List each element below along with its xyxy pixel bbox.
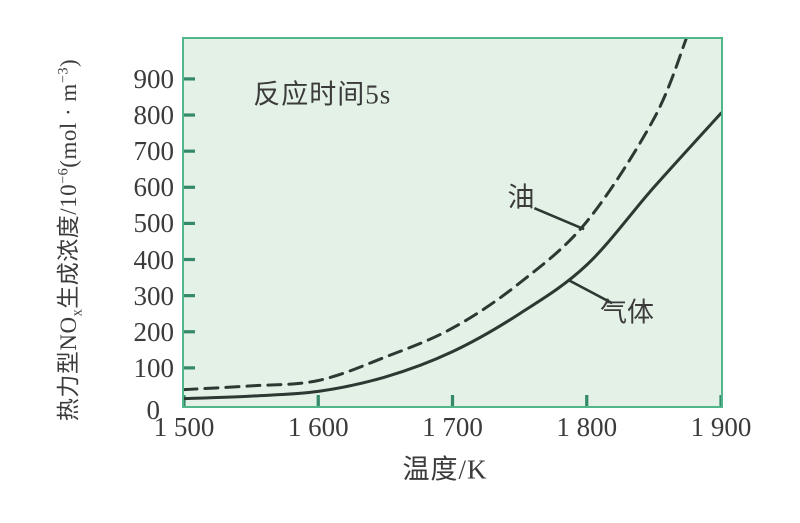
y-axis-title-segment: x	[69, 308, 86, 317]
y-axis-title-segment: 生成浓度/10	[55, 183, 81, 309]
chart-svg	[184, 39, 721, 406]
x-tick-label: 1 600	[287, 412, 349, 442]
y-tick-label: 400	[133, 244, 175, 275]
y-tick-label: 900	[133, 63, 175, 94]
gas-leader-line	[568, 279, 613, 305]
x-tick-label: 1 800	[556, 412, 618, 442]
y-axis-title-segment: (mol · m	[55, 83, 81, 168]
oil-curve-label: 油	[507, 182, 535, 212]
y-tick-label: 600	[133, 172, 175, 203]
y-tick-label: 800	[133, 100, 175, 131]
y-tick-label: 300	[133, 280, 175, 311]
y-tick-label: 200	[133, 316, 175, 347]
y-axis-title-segment: −3	[55, 67, 71, 84]
y-axis-title: 热力型NOx生成浓度/10−6(mol · m−3)	[47, 34, 85, 446]
plot-area: 反应时间5s 油 气体	[182, 37, 723, 408]
x-tick-label: 1 900	[690, 412, 752, 442]
oil-curve	[184, 39, 688, 392]
x-axis-title: 温度/K	[402, 454, 488, 485]
y-axis-title-segment: )	[55, 58, 81, 68]
y-tick-label: 500	[133, 208, 175, 239]
y-axis-title-text: 热力型NOx生成浓度/10−6(mol · m−3)	[55, 58, 85, 422]
x-tick-label: 1 700	[422, 412, 483, 442]
y-tick-label: 100	[133, 352, 175, 383]
y-tick-label: 0	[146, 395, 161, 425]
y-tick-label: 700	[133, 136, 175, 167]
gas-curve-label: 气体	[600, 297, 655, 328]
y-axis-title-segment: −6	[55, 167, 71, 184]
oil-leader-line	[533, 207, 585, 231]
y-axis-title-segment: 热力型NO	[55, 316, 81, 422]
gas-curve	[184, 111, 721, 401]
x-tick-label: 1 500	[153, 412, 215, 442]
reaction-time-annotation: 反应时间5s	[253, 79, 392, 110]
